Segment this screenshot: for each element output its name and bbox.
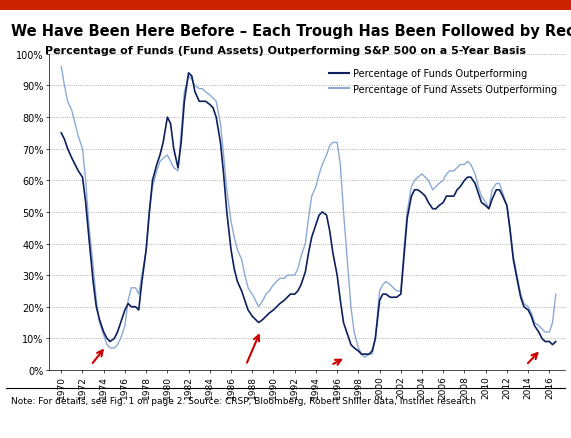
- Text: Note: For details, see Fig. 1 on page 2. Source: CRSP, Bloomberg, Robert Shiller: Note: For details, see Fig. 1 on page 2.…: [11, 396, 476, 406]
- Text: We Have Been Here Before – Each Trough Has Been Followed by Recovery: We Have Been Here Before – Each Trough H…: [11, 24, 571, 39]
- Legend: Percentage of Funds Outperforming, Percentage of Fund Assets Outperforming: Percentage of Funds Outperforming, Perce…: [326, 66, 560, 98]
- Text: Percentage of Funds (Fund Assets) Outperforming S&P 500 on a 5-Year Basis: Percentage of Funds (Fund Assets) Outper…: [45, 46, 526, 56]
